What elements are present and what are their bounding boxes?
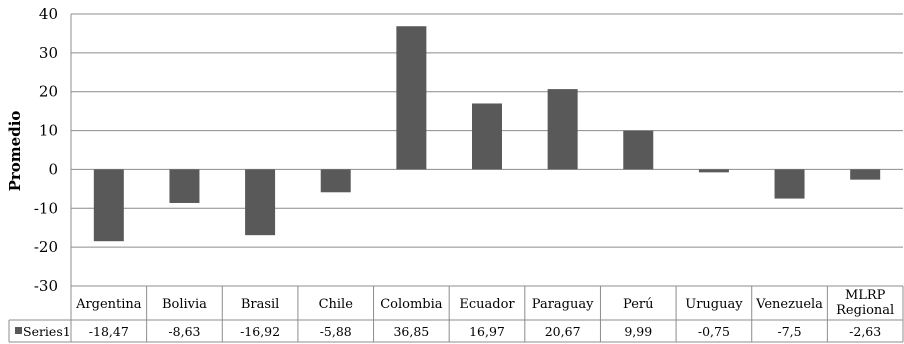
data-table-value: 9,99 — [624, 324, 652, 339]
y-tick-label: 30 — [39, 44, 58, 62]
data-table-value: -7,5 — [777, 324, 801, 339]
y-tick-label: 40 — [39, 5, 58, 23]
bar — [774, 169, 805, 199]
x-category-label: Chile — [319, 297, 354, 312]
data-table-value: -16,92 — [240, 324, 280, 339]
bar — [547, 89, 578, 170]
x-category-label: Ecuador — [459, 297, 515, 312]
x-category-label: Bolivia — [162, 297, 207, 312]
data-table-value: 16,97 — [469, 324, 505, 339]
x-category-label: Argentina — [75, 297, 142, 312]
data-table-value: -0,75 — [698, 324, 730, 339]
bar — [472, 103, 502, 170]
y-tick-label: 0 — [48, 160, 58, 178]
x-category-label: Paraguay — [532, 297, 594, 312]
bar — [169, 169, 200, 203]
data-table-value: -18,47 — [89, 324, 129, 339]
bar — [320, 169, 351, 193]
data-table-value: 36,85 — [393, 324, 429, 339]
bars — [93, 26, 881, 242]
bar — [245, 169, 276, 236]
bar — [396, 26, 427, 170]
y-tick-label: 10 — [39, 122, 58, 140]
legend-swatch — [15, 327, 22, 334]
bar — [93, 169, 124, 242]
x-category-label: Brasil — [241, 297, 280, 312]
bar — [623, 130, 654, 170]
data-table: Argentina -18,47 Bolivia -8,63 Brasil -16,92 C… — [8, 286, 904, 343]
x-category-label: Perú — [623, 297, 653, 312]
y-tick-label: 20 — [39, 83, 58, 101]
y-tick-label: -30 — [34, 277, 58, 295]
x-category-label: Uruguay — [685, 297, 743, 312]
y-tick-label: -10 — [34, 199, 58, 217]
y-axis-ticks: 40 30 20 10 0 -10 -20 -30 — [34, 5, 58, 295]
y-tick-label: -20 — [34, 238, 58, 256]
x-category-label: MLRP Regional — [836, 288, 894, 318]
data-table-value: -8,63 — [168, 324, 200, 339]
x-category-label: Colombia — [380, 297, 443, 312]
data-table-value: -2,63 — [849, 324, 881, 339]
data-table-value: -5,88 — [320, 324, 352, 339]
bar — [698, 169, 729, 173]
data-table-value: 20,67 — [545, 324, 581, 339]
legend-series-name: Series1 — [23, 324, 71, 339]
bar — [850, 169, 881, 180]
y-axis-label: Promedio — [6, 111, 24, 192]
x-category-label: Venezuela — [755, 297, 823, 312]
